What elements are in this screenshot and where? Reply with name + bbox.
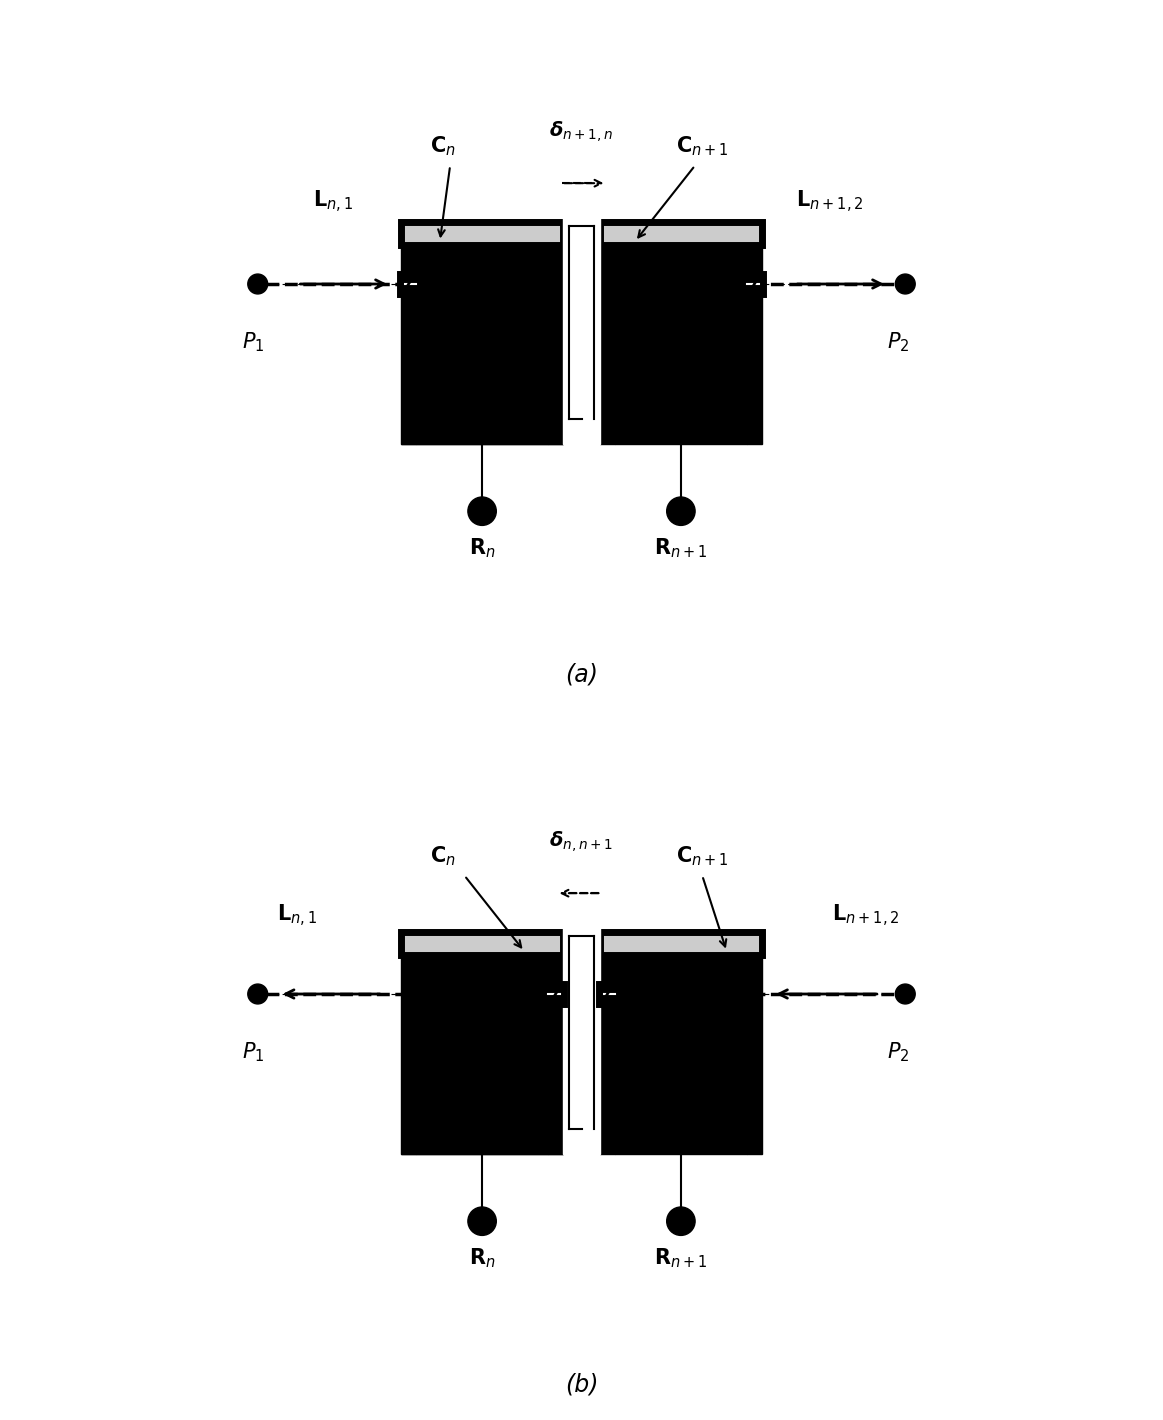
Circle shape <box>666 497 695 525</box>
Circle shape <box>666 1207 695 1235</box>
Bar <box>600 222 762 244</box>
Bar <box>401 932 563 954</box>
Text: $\bullet\!\bullet\!\bullet$: $\bullet\!\bullet\!\bullet$ <box>408 984 449 1004</box>
Text: $\mathbf{L}_{n,1}$: $\mathbf{L}_{n,1}$ <box>313 189 354 216</box>
Text: $\boldsymbol{\delta}_{n+1,n}$: $\boldsymbol{\delta}_{n+1,n}$ <box>549 119 614 145</box>
Bar <box>416 956 548 1153</box>
Bar <box>401 932 563 954</box>
Text: $\mathbf{R}_n$: $\mathbf{R}_n$ <box>469 1247 495 1269</box>
Bar <box>615 956 747 1153</box>
Text: $\bullet\!\bullet\!\bullet$: $\bullet\!\bullet\!\bullet$ <box>408 274 449 294</box>
Text: $\mathbf{L}_{n+1,2}$: $\mathbf{L}_{n+1,2}$ <box>797 189 864 216</box>
Circle shape <box>468 497 497 525</box>
Bar <box>401 222 563 244</box>
Text: $\mathbf{R}_{n+1}$: $\mathbf{R}_{n+1}$ <box>655 535 707 559</box>
Bar <box>747 244 762 443</box>
Bar <box>401 956 416 1153</box>
Bar <box>600 222 762 244</box>
Text: $\bullet\!\bullet\!\bullet$: $\bullet\!\bullet\!\bullet$ <box>714 984 755 1004</box>
Bar <box>563 214 600 443</box>
Circle shape <box>468 1207 497 1235</box>
Text: $\mathbf{C}_n$: $\mathbf{C}_n$ <box>430 135 456 158</box>
Text: $P_1$: $P_1$ <box>242 1039 265 1064</box>
Text: (a): (a) <box>565 663 598 686</box>
Bar <box>600 244 615 443</box>
Text: (b): (b) <box>565 1373 598 1396</box>
Circle shape <box>896 984 915 1004</box>
Text: $P_2$: $P_2$ <box>887 331 909 354</box>
Bar <box>416 244 548 443</box>
Bar <box>600 932 762 954</box>
Bar <box>600 956 615 1153</box>
Circle shape <box>248 984 267 1004</box>
Text: $\mathbf{C}_{n+1}$: $\mathbf{C}_{n+1}$ <box>676 135 728 158</box>
Circle shape <box>248 274 267 294</box>
Bar <box>401 244 416 443</box>
Bar <box>615 244 747 443</box>
Text: $P_2$: $P_2$ <box>887 1039 909 1064</box>
Text: $\mathbf{R}_n$: $\mathbf{R}_n$ <box>469 535 495 559</box>
Bar <box>563 926 600 1153</box>
Text: $\mathbf{C}_{n+1}$: $\mathbf{C}_{n+1}$ <box>676 845 728 868</box>
Text: $\mathbf{L}_{n+1,2}$: $\mathbf{L}_{n+1,2}$ <box>832 903 899 929</box>
Bar <box>548 956 563 1153</box>
Bar <box>548 244 563 443</box>
Text: $\bullet\!\bullet\!\bullet$: $\bullet\!\bullet\!\bullet$ <box>714 274 755 294</box>
Bar <box>747 956 762 1153</box>
Text: $\mathbf{R}_{n+1}$: $\mathbf{R}_{n+1}$ <box>655 1247 707 1269</box>
Text: $\boldsymbol{\delta}_{n,n+1}$: $\boldsymbol{\delta}_{n,n+1}$ <box>549 829 614 853</box>
Circle shape <box>896 274 915 294</box>
Bar <box>600 932 762 954</box>
Text: $P_1$: $P_1$ <box>242 331 265 354</box>
Text: $\mathbf{C}_n$: $\mathbf{C}_n$ <box>430 845 456 868</box>
Text: $\mathbf{L}_{n,1}$: $\mathbf{L}_{n,1}$ <box>278 903 317 929</box>
Bar <box>401 222 563 244</box>
